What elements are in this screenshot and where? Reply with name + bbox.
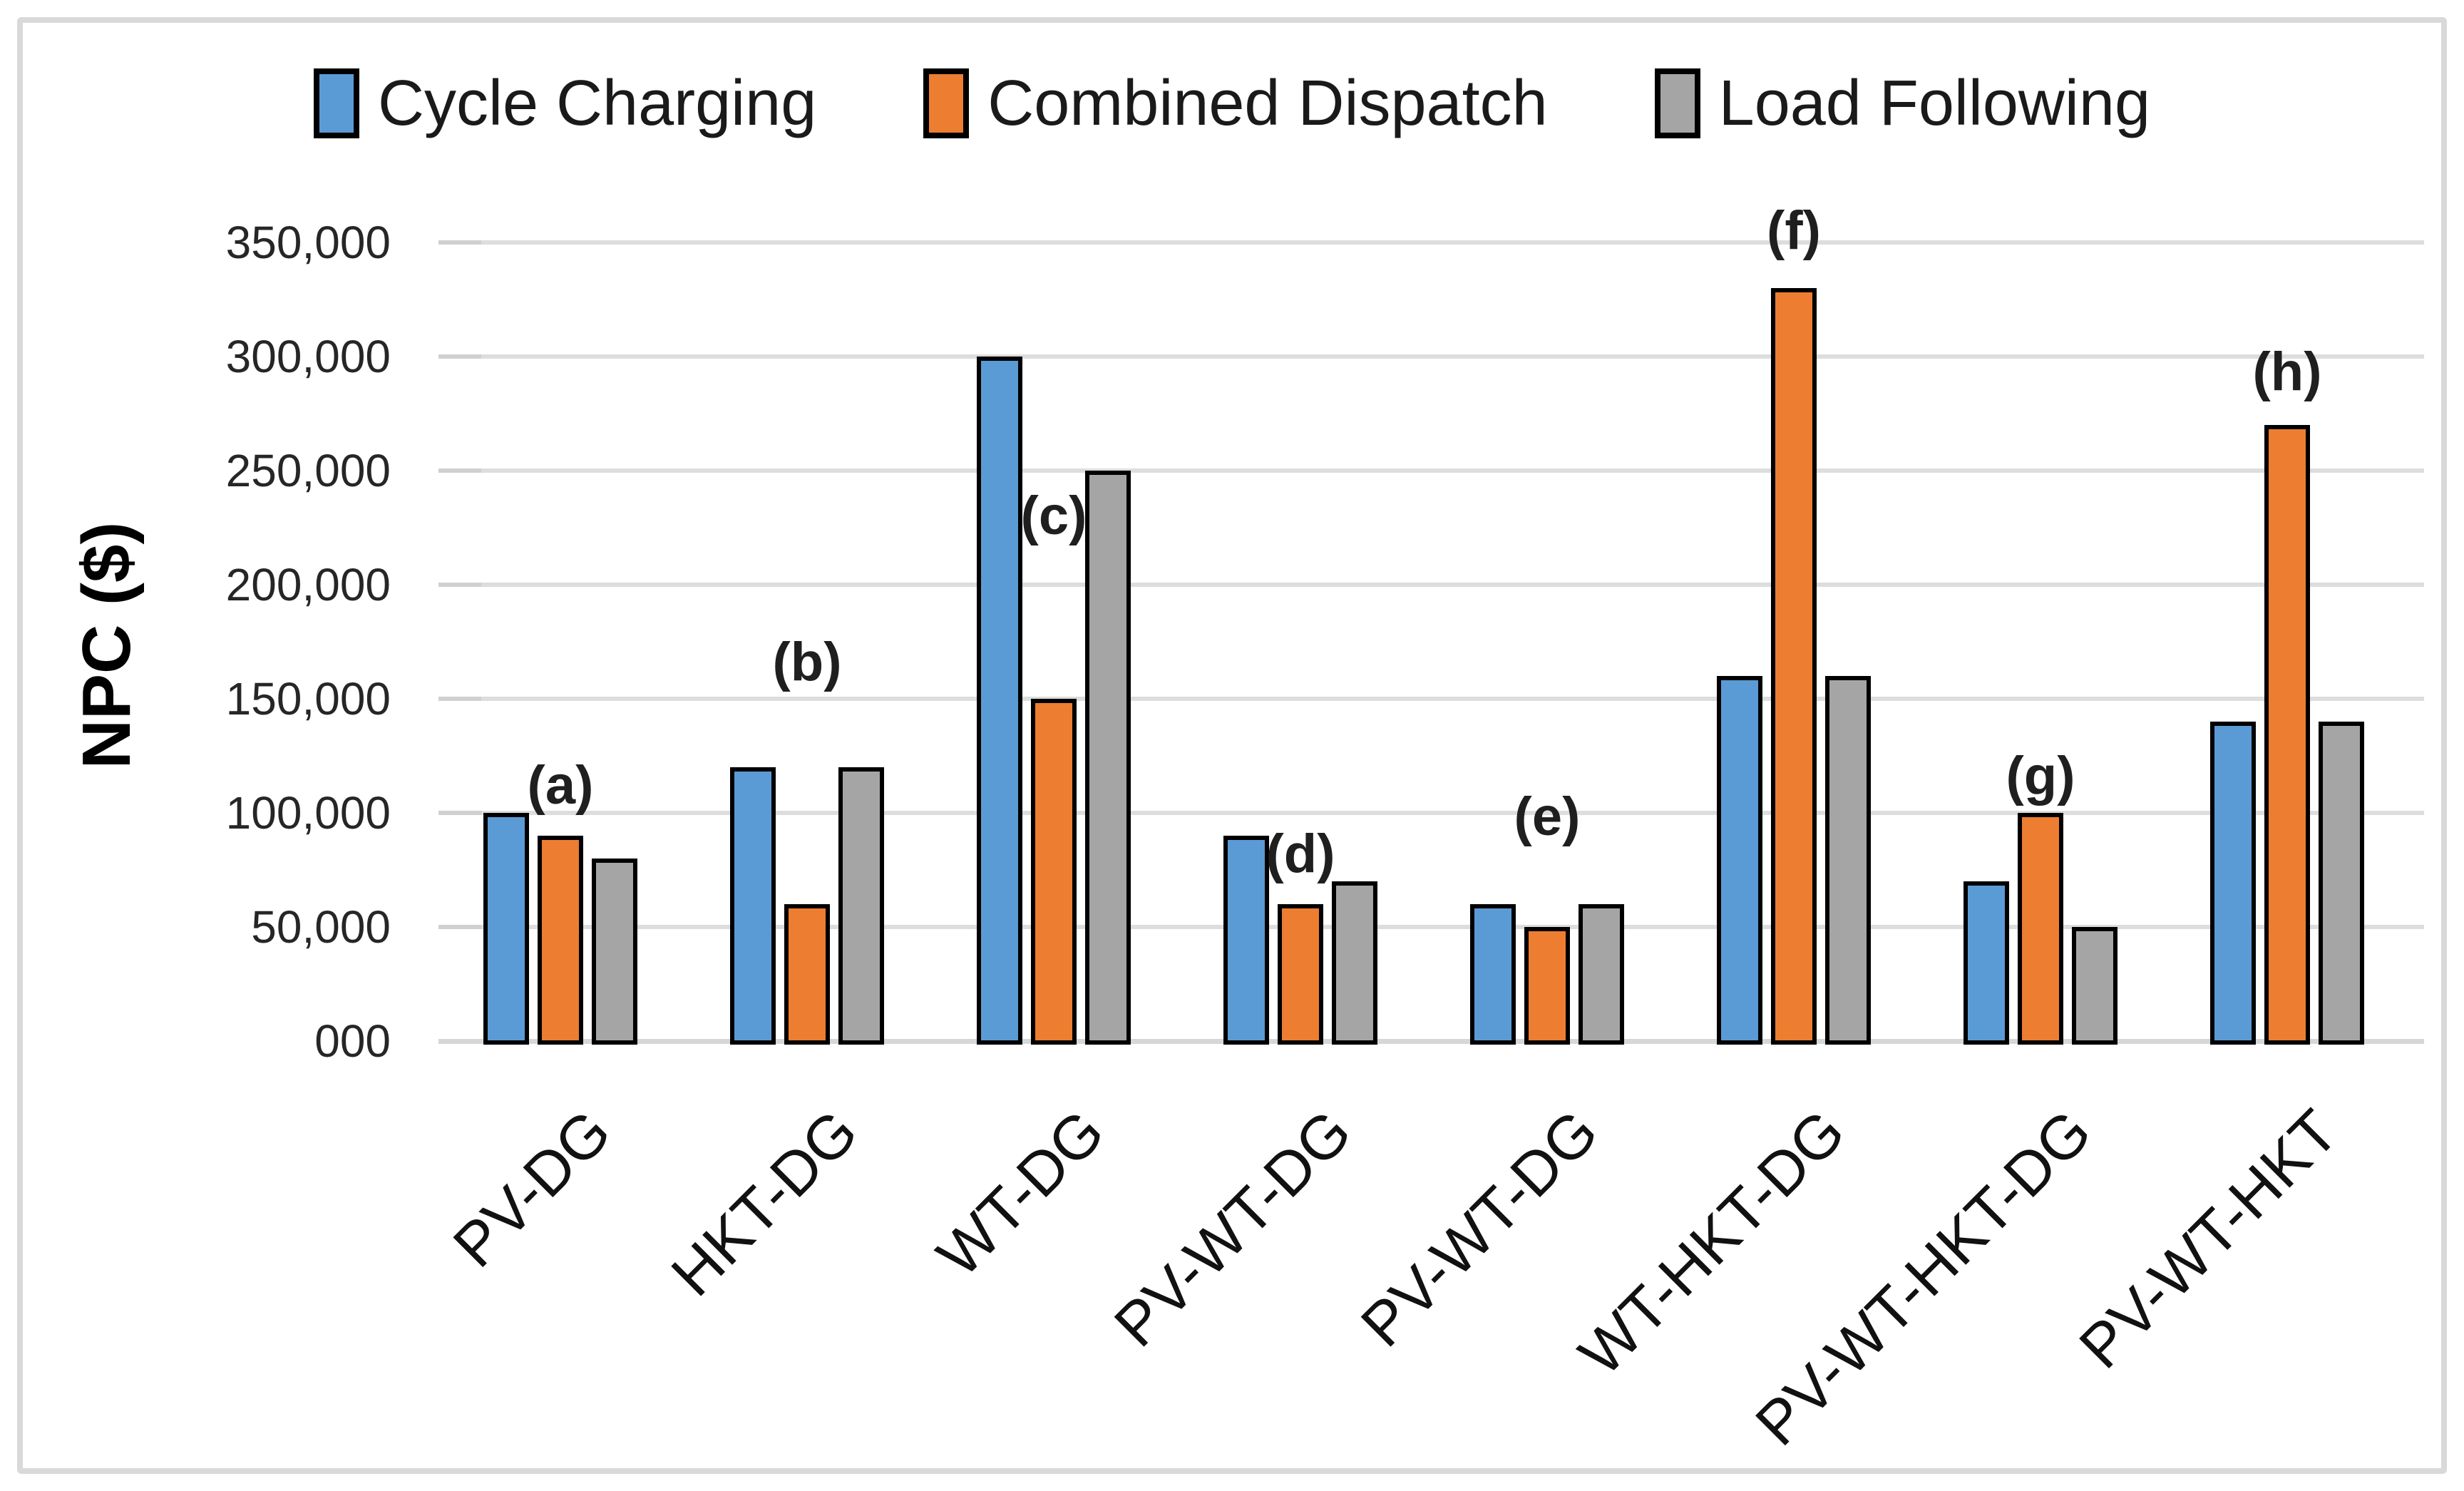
- y-tick-label: 300,000: [225, 331, 391, 382]
- annotation-label: (g): [2006, 745, 2075, 806]
- bar: [2264, 425, 2310, 1045]
- bar: [2072, 927, 2118, 1045]
- bar: [784, 904, 830, 1045]
- legend-label: Load Following: [1718, 68, 2151, 139]
- y-axis-tick: [438, 583, 481, 587]
- annotation-label: (d): [1266, 823, 1335, 884]
- y-tick-label: 250,000: [225, 445, 391, 496]
- y-axis-tick: [438, 811, 481, 815]
- y-tick-label: 50,000: [251, 901, 391, 953]
- y-tick-label: 200,000: [225, 559, 391, 610]
- chart-legend: Cycle Charging Combined Dispatch Load Foll…: [0, 68, 2464, 138]
- bar: [592, 859, 637, 1045]
- gridline: [481, 240, 2424, 245]
- legend-item: Combined Dispatch: [923, 68, 1548, 139]
- figure-border-frame: [17, 17, 2447, 1474]
- legend-item: Load Following: [1654, 68, 2151, 139]
- legend-item: Cycle Charging: [313, 68, 817, 139]
- gridline: [481, 697, 2424, 701]
- bar: [1963, 881, 2009, 1045]
- bar: [2018, 813, 2063, 1045]
- bar: [977, 357, 1022, 1045]
- bar: [1771, 288, 1817, 1045]
- bar: [538, 836, 583, 1045]
- bar: [2319, 722, 2364, 1045]
- legend-marker-icon: [923, 68, 970, 138]
- y-tick-label: 000: [314, 1015, 391, 1067]
- gridline: [481, 468, 2424, 473]
- bar: [1332, 881, 1377, 1045]
- y-axis-tick: [438, 697, 481, 701]
- bar: [1278, 904, 1323, 1045]
- legend-label: Cycle Charging: [377, 68, 817, 139]
- annotation-label: (e): [1514, 787, 1581, 848]
- y-axis-tick: [438, 925, 481, 929]
- annotation-label: (f): [1767, 200, 1821, 261]
- y-axis-tick: [438, 354, 481, 359]
- bar: [730, 767, 776, 1045]
- bar: [1085, 471, 1131, 1045]
- bar: [838, 767, 884, 1045]
- bar: [1470, 904, 1516, 1045]
- bar: [1524, 927, 1570, 1045]
- gridline: [481, 583, 2424, 587]
- bar: [1717, 676, 1762, 1045]
- bar: [1825, 676, 1871, 1045]
- gridline: [481, 925, 2424, 929]
- legend-label: Combined Dispatch: [987, 68, 1548, 139]
- x-axis-line: [438, 1039, 2424, 1044]
- legend-marker-icon: [313, 68, 359, 138]
- annotation-label: (c): [1020, 486, 1087, 546]
- y-tick-label: 350,000: [225, 217, 391, 268]
- annotation-label: (a): [527, 754, 594, 816]
- y-tick-label: 150,000: [225, 673, 391, 724]
- gridline: [481, 811, 2424, 815]
- bar: [1223, 836, 1269, 1045]
- bar: [1578, 904, 1624, 1045]
- y-tick-label: 100,000: [225, 787, 391, 839]
- bar: [2210, 722, 2256, 1045]
- annotation-label: (h): [2252, 342, 2322, 403]
- annotation-label: (b): [772, 631, 842, 692]
- y-axis-tick: [438, 468, 481, 473]
- legend-marker-icon: [1654, 68, 1700, 138]
- bar: [1031, 699, 1077, 1045]
- bar: [483, 813, 529, 1045]
- y-axis-tick: [438, 240, 481, 245]
- gridline: [481, 354, 2424, 359]
